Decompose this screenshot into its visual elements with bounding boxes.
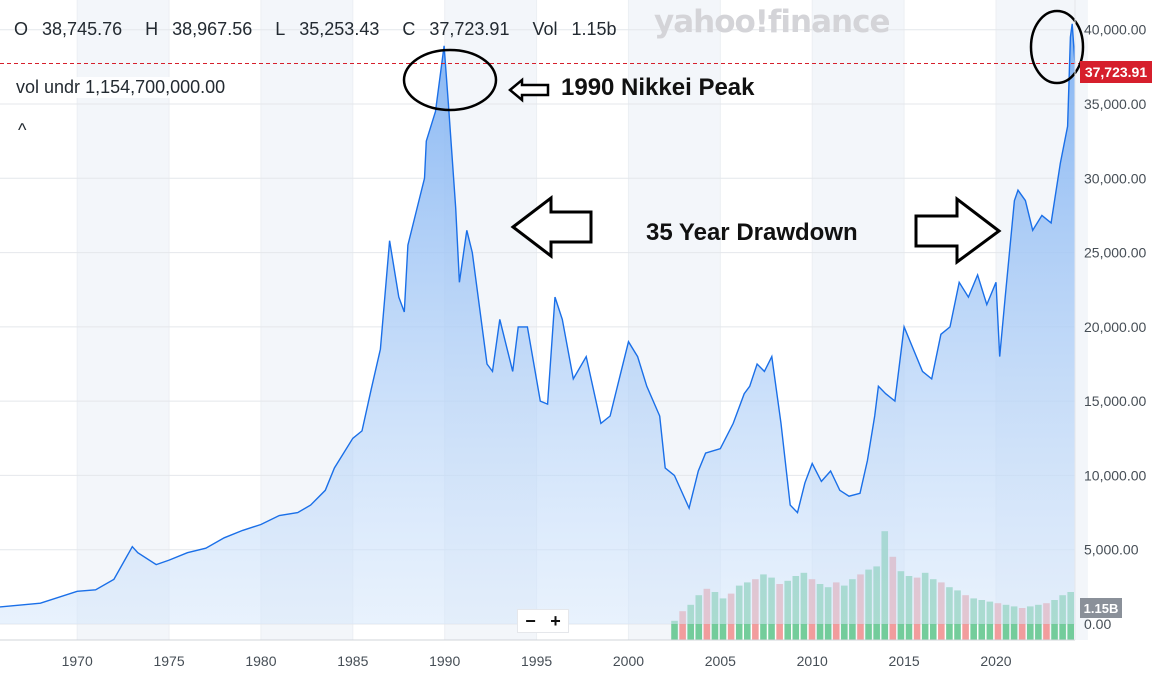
price-area: [0, 23, 1075, 625]
yahoo-finance-logo: yahoo!finance: [654, 4, 890, 40]
close-number: 37,723.91: [429, 19, 510, 39]
volume-value: Vol 1.15b: [532, 19, 625, 39]
open-value: O 38,745.76: [14, 19, 131, 39]
y-tick-label: 0.00: [1084, 616, 1111, 632]
volume-under-value: 1,154,700,000.00: [85, 77, 226, 97]
right-arrow-icon: [914, 195, 1002, 265]
x-tick-label: 1980: [245, 653, 276, 669]
x-band: [77, 0, 170, 640]
x-tick-label: 2000: [613, 653, 644, 669]
ohlc-readout: O 38,745.76 H 38,967.56 L 35,253.43 C 37…: [14, 19, 635, 40]
zoom-in-button[interactable]: +: [550, 610, 561, 631]
y-tick-label: 20,000.00: [1084, 319, 1146, 335]
volume-bar: [679, 611, 686, 640]
x-tick-label: 1990: [429, 653, 460, 669]
peak-arrow-icon: [508, 77, 550, 103]
x-tick-label: 2015: [889, 653, 920, 669]
y-tick-label: 30,000.00: [1084, 170, 1146, 186]
x-tick-label: 1975: [153, 653, 184, 669]
x-tick-label: 2005: [705, 653, 736, 669]
zoom-out-button[interactable]: −: [525, 610, 536, 631]
x-tick-label: 2010: [797, 653, 828, 669]
drawdown-annotation: 35 Year Drawdown: [646, 219, 858, 246]
open-number: 38,745.76: [42, 19, 123, 39]
y-tick-label: 5,000.00: [1084, 542, 1139, 558]
y-tick-label: 25,000.00: [1084, 245, 1146, 261]
volume-label: Vol: [532, 19, 558, 39]
x-tick-label: 1985: [337, 653, 368, 669]
y-tick-label: 10,000.00: [1084, 467, 1146, 483]
y-tick-label: 15,000.00: [1084, 393, 1146, 409]
volume-under-label: vol undr: [16, 77, 81, 97]
y-tick-label: 40,000.00: [1084, 22, 1146, 38]
high-label: H: [145, 19, 159, 39]
current-circle: [1029, 9, 1085, 85]
y-tick-label: 35,000.00: [1084, 96, 1146, 112]
low-value: L 35,253.43: [275, 19, 388, 39]
x-tick-label: 1970: [62, 653, 93, 669]
low-label: L: [275, 19, 286, 39]
low-number: 35,253.43: [299, 19, 380, 39]
close-label: C: [402, 19, 416, 39]
price-line: [0, 23, 1076, 608]
left-arrow-icon: [510, 194, 593, 260]
close-value: C 37,723.91: [402, 19, 518, 39]
zoom-controls: − +: [517, 609, 569, 633]
x-tick-label: 2020: [980, 653, 1011, 669]
volume-number: 1.15b: [571, 19, 617, 39]
volume-under-readout: vol undr 1,154,700,000.00: [14, 77, 228, 98]
high-value: H 38,967.56: [145, 19, 261, 39]
volume-tag: 1.15B: [1080, 598, 1122, 618]
current-price-tag: 37,723.91: [1080, 61, 1152, 83]
peak-circle: [402, 48, 498, 112]
x-tick-label: 1995: [521, 653, 552, 669]
volume-bar: [671, 620, 678, 640]
peak-annotation: 1990 Nikkei Peak: [561, 74, 755, 101]
collapse-chevron-icon[interactable]: ^: [18, 120, 27, 140]
open-label: O: [14, 19, 29, 39]
high-number: 38,967.56: [172, 19, 253, 39]
